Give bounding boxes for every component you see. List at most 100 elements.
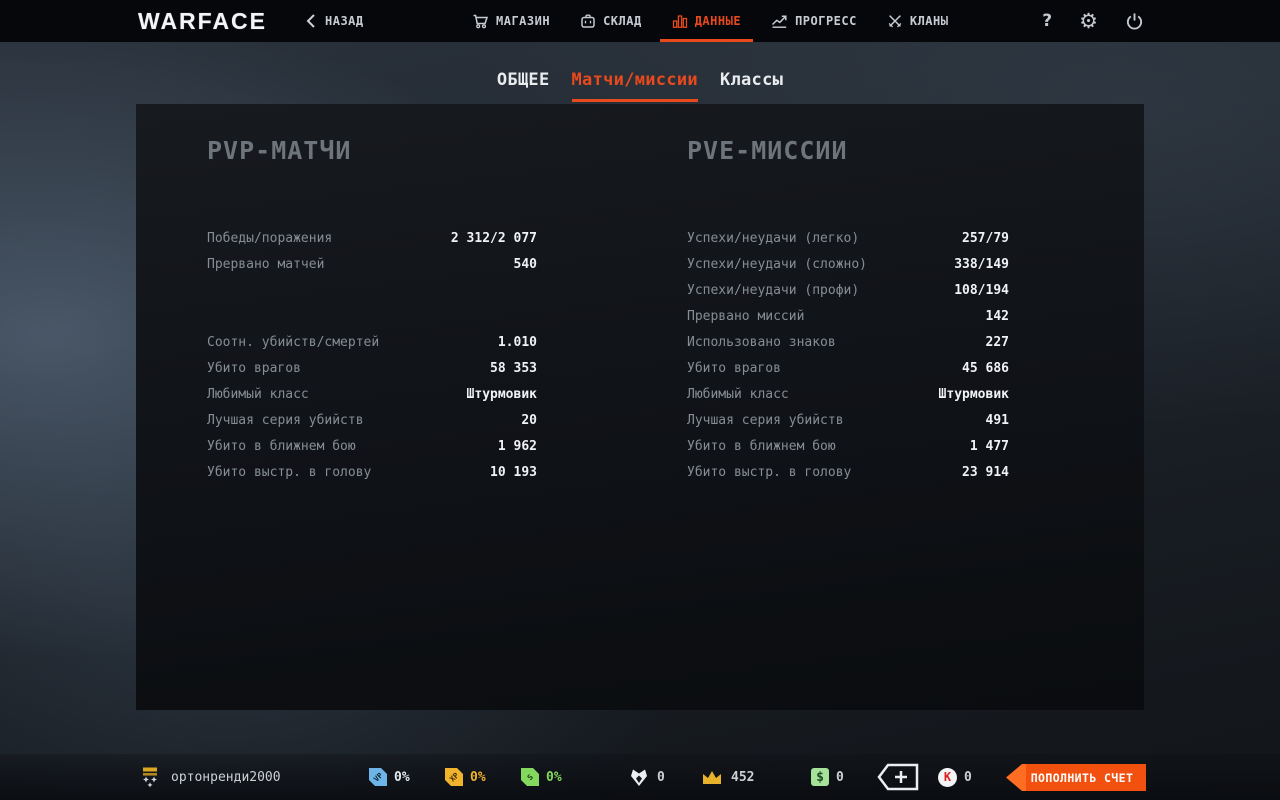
boosters: VP 0% XP 0% S 0% (368, 754, 572, 800)
topup-button[interactable]: ПОПОЛНИТЬ СЧЕТ (1006, 764, 1146, 791)
stat-value: 45 686 (962, 360, 1009, 376)
back-button[interactable]: НАЗАД (306, 0, 364, 42)
stat-label: Соотн. убийств/смертей (207, 334, 380, 350)
user-block: ортонренди2000 (138, 754, 281, 800)
stat-row: Соотн. убийств/смертей 1.010 (207, 329, 537, 355)
crown-value: 452 (731, 769, 755, 785)
booster-vp: VP 0% (368, 767, 420, 787)
booster-percent: 0% (394, 769, 410, 785)
stat-value: 1 962 (497, 438, 537, 454)
stat-value: 142 (985, 308, 1009, 324)
depot-icon (581, 14, 595, 28)
cart-icon (473, 14, 489, 29)
kredit-value: 0 (964, 769, 972, 785)
tab-general[interactable]: ОБЩЕЕ (496, 70, 550, 90)
dollar-value: 0 (836, 769, 844, 785)
topup-label: ПОПОЛНИТЬ СЧЕТ (1030, 770, 1134, 785)
dollar-icon: $ (811, 768, 829, 786)
stats-panel: PVP-МАТЧИ Победы/поражения 2 312/2 077 П… (136, 104, 1144, 710)
stat-value: 257/79 (962, 230, 1009, 246)
currency-dollar: $ 0 (811, 754, 844, 800)
currency-crown: 452 (700, 754, 754, 800)
stat-label: Убито выстр. в голову (207, 464, 372, 480)
warface-logo: WARFACE (138, 8, 267, 34)
stat-row: Лучшая серия убийств 20 (207, 407, 537, 433)
emblem-value: 0 (657, 769, 665, 785)
nav-item-progress[interactable]: ПРОГРЕСС (771, 0, 857, 42)
power-icon[interactable] (1125, 12, 1144, 31)
clans-icon (888, 15, 902, 28)
chevron-left-icon (306, 14, 315, 28)
stat-row: Использовано знаков 227 (687, 329, 1009, 355)
add-funds-button[interactable] (876, 762, 920, 792)
nav-item-shop[interactable]: МАГАЗИН (472, 0, 550, 42)
stat-label: Любимый класс (207, 386, 309, 402)
stat-value: 2 312/2 077 (450, 230, 537, 246)
stat-value: 1 477 (969, 438, 1009, 454)
stat-label: Лучшая серия убийств (687, 412, 844, 428)
username: ортонренди2000 (171, 769, 281, 785)
add-tag-icon (877, 763, 919, 791)
tab-matches-missions[interactable]: Матчи/миссии (571, 64, 699, 102)
pvp-section: PVP-МАТЧИ Победы/поражения 2 312/2 077 П… (207, 104, 537, 480)
stat-label: Прервано миссий (687, 308, 805, 324)
stat-row: Убито в ближнем бою 1 477 (687, 433, 1009, 459)
booster-percent: 0% (546, 769, 562, 785)
stat-row: Лучшая серия убийств 491 (687, 407, 1009, 433)
settings-gear-icon[interactable]: ⚙ (1079, 8, 1098, 33)
stat-label: Убито в ближнем бою (687, 438, 836, 454)
nav-item-data[interactable]: ДАННЫЕ (659, 0, 754, 42)
stats-tabs: ОБЩЕЕ Матчи/миссии Классы (0, 64, 1280, 102)
back-label: НАЗАД (325, 14, 364, 28)
stat-label: Лучшая серия убийств (207, 412, 364, 428)
nav-item-depot[interactable]: СКЛАД (580, 0, 642, 42)
bottom-bar: ортонренди2000 VP 0% XP 0% S (0, 754, 1280, 800)
top-bar: WARFACE НАЗАД МАГАЗИН (0, 0, 1280, 42)
booster-xp: XP 0% (444, 767, 496, 787)
pve-stat-list: Успехи/неудачи (легко) 257/79 Успехи/неу… (687, 225, 1009, 485)
stat-value: 540 (513, 256, 537, 272)
stat-label: Успехи/неудачи (сложно) (687, 256, 868, 272)
booster-percent: 0% (470, 769, 486, 785)
system-icons: ? ⚙ (1042, 0, 1144, 42)
stat-label: Убито врагов (687, 360, 781, 376)
stat-row: Убито выстр. в голову 23 914 (687, 459, 1009, 485)
stat-row: Убито врагов 58 353 (207, 355, 537, 381)
kredit-icon: K (938, 767, 957, 787)
stat-value: 20 (521, 412, 537, 428)
vp-booster-icon: VP (369, 768, 387, 786)
main-nav: МАГАЗИН СКЛАД ДАННЫЕ (472, 0, 948, 42)
svg-text:S: S (525, 772, 535, 782)
xp-booster-icon: XP (445, 768, 463, 786)
stat-row: Любимый класс Штурмовик (207, 381, 537, 407)
nav-item-clans[interactable]: КЛАНЫ (887, 0, 949, 42)
stat-row: Победы/поражения 2 312/2 077 (207, 225, 537, 251)
stat-label: Убито врагов (207, 360, 301, 376)
stat-value: 108/194 (954, 282, 1009, 298)
stat-row: Прервано миссий 142 (687, 303, 1009, 329)
booster-s: S 0% (520, 767, 572, 787)
tab-classes[interactable]: Классы (719, 70, 784, 90)
stat-label: Убито в ближнем бою (207, 438, 356, 454)
currency-kredit: K 0 (938, 754, 972, 800)
stat-value: Штурмовик (938, 386, 1009, 402)
emblem-heart-icon (631, 769, 647, 786)
stat-value: 58 353 (490, 360, 537, 376)
stat-value: Штурмовик (466, 386, 537, 402)
pve-section: PVE-МИССИИ Успехи/неудачи (легко) 257/79… (687, 104, 1009, 480)
progress-icon (772, 15, 787, 28)
stat-value: 23 914 (962, 464, 1009, 480)
stat-row: Убито врагов 45 686 (687, 355, 1009, 381)
stat-value: 227 (985, 334, 1009, 350)
stat-label: Успехи/неудачи (легко) (687, 230, 860, 246)
stat-label: Убито выстр. в голову (687, 464, 852, 480)
help-icon[interactable]: ? (1042, 11, 1053, 31)
stat-value: 338/149 (954, 256, 1009, 272)
stat-label: Успехи/неудачи (профи) (687, 282, 860, 298)
stat-row: Убито выстр. в голову 10 193 (207, 459, 537, 485)
s-booster-icon: S (521, 768, 539, 786)
stat-row: Любимый класс Штурмовик (687, 381, 1009, 407)
stat-row: Прервано матчей 540 (207, 251, 537, 277)
rank-insignia-icon (143, 767, 157, 787)
